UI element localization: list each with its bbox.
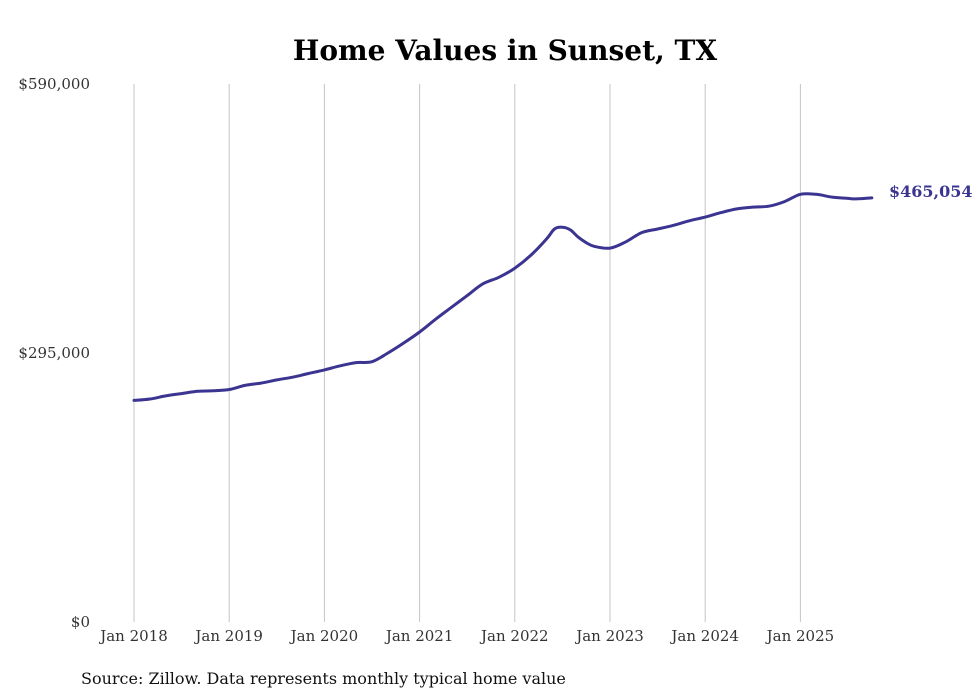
y-tick-label-0: $0 <box>71 613 90 631</box>
x-tick-label-2023: Jan 2023 <box>574 627 644 645</box>
x-tick-label-2018: Jan 2018 <box>98 627 168 645</box>
chart-title: Home Values in Sunset, TX <box>293 34 717 67</box>
x-axis-tick-labels: Jan 2018 Jan 2019 Jan 2020 Jan 2021 Jan 2022… <box>98 627 834 645</box>
home-value-line <box>132 192 874 402</box>
x-tick-label-2020: Jan 2020 <box>289 627 359 645</box>
x-tick-label-2021: Jan 2021 <box>384 627 454 645</box>
x-tick-label-2024: Jan 2024 <box>669 627 739 645</box>
y-tick-label-295000: $295,000 <box>18 344 90 362</box>
y-axis-tick-labels: $0 $295,000 $590,000 <box>18 75 90 631</box>
series-layer <box>132 192 874 402</box>
y-tick-label-590000: $590,000 <box>18 75 90 93</box>
x-tick-label-2022: Jan 2022 <box>479 627 549 645</box>
x-tick-label-2019: Jan 2019 <box>193 627 263 645</box>
last-value-label: $465,054 <box>889 182 973 201</box>
x-tick-label-2025: Jan 2025 <box>765 627 835 645</box>
vertical-gridlines <box>133 84 801 622</box>
source-note: Source: Zillow. Data represents monthly … <box>81 669 566 688</box>
